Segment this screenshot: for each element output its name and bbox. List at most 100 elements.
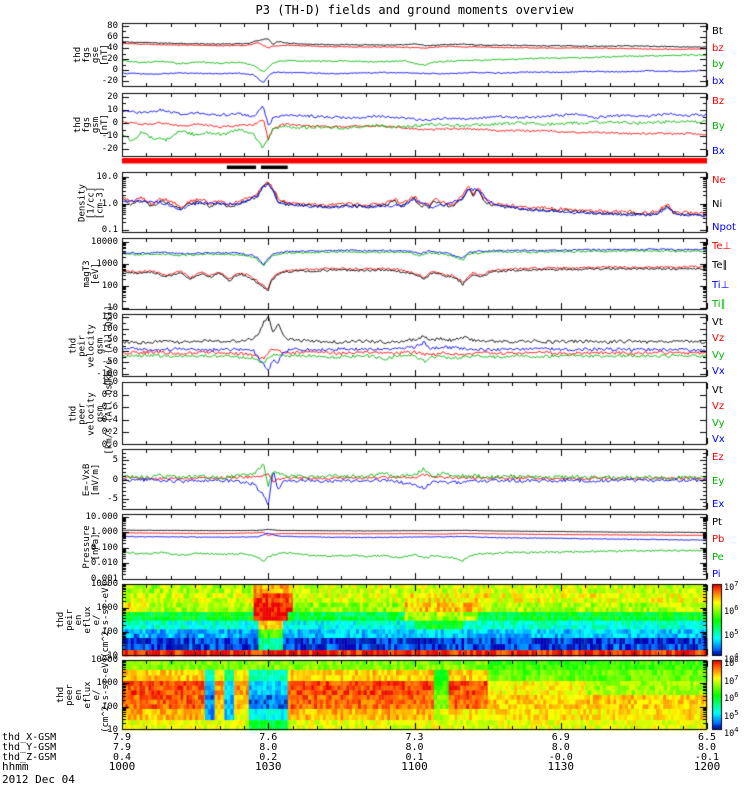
y-tick-label: 10000 (90, 655, 118, 665)
y-tick-label: 0.0 (101, 440, 118, 450)
ephemeris-value: 8.0 (551, 742, 570, 753)
y-tick-label: 1000 (96, 678, 118, 689)
legend-label: Vt (712, 385, 723, 396)
y-tick-label: 100 (101, 627, 118, 637)
legend-label: Te⊥ (712, 241, 732, 252)
y-tick-label: 10000 (90, 579, 118, 589)
y-tick-label: 80 (107, 20, 118, 31)
colorbar-tick-label: 105 (724, 708, 739, 722)
colorbar-tick-label: 106 (724, 604, 739, 617)
ephemeris-value: 6.9 (551, 732, 570, 743)
colorbar-tick-label: 104 (724, 726, 739, 739)
y-tick-label: 1.0 (101, 198, 118, 209)
ephemeris-row-label: hhmm (2, 760, 29, 773)
colorbar-tick-label: 104 (724, 652, 739, 665)
legend-label: Pb (712, 534, 725, 546)
colorbar-tick-label: 106 (724, 691, 739, 704)
legend-label: by (712, 59, 725, 71)
y-tick-label: 40 (107, 43, 118, 54)
panel-ylabel-peer-eflux: thd peer en eflux e/ (cm^2-s-sr-eV) (56, 657, 111, 733)
time-tick-label: 1100 (401, 760, 428, 773)
time-tick-label: 1000 (108, 760, 136, 773)
y-tick-label: 10 (107, 725, 118, 735)
y-tick-label: 0.2 (101, 427, 118, 438)
legend-label: Vx (712, 366, 725, 377)
y-tick-label: 20 (107, 91, 118, 102)
y-tick-label: 20 (107, 54, 118, 65)
colorbar-tick-label: 105 (724, 628, 739, 641)
legend-label: Ez (712, 452, 724, 463)
ephemeris-value: 7.9 (112, 732, 132, 743)
legend-label: bx (712, 76, 725, 87)
ephemeris-value: 7.6 (259, 732, 278, 743)
legend-label: Ti⊥ (712, 279, 730, 291)
y-tick-label: 0.6 (101, 402, 118, 413)
colorbar-tick-label: 107 (724, 673, 739, 687)
panel-ylabel-efield: E=-VxB [mV/m] (82, 463, 101, 496)
legend-label: Pi (712, 569, 721, 580)
y-tick-label: 0 (112, 346, 118, 357)
y-tick-label: 10 (107, 651, 118, 661)
y-tick-label: 10000 (90, 236, 118, 247)
legend-label: Ni (712, 198, 723, 210)
ephemeris-value: 7.3 (405, 732, 424, 743)
panel-ylabel-fgs-gse: thd fgs gse [nT] (73, 44, 110, 66)
y-tick-label: 0.010 (90, 558, 118, 569)
y-tick-label: 10.000 (85, 511, 118, 522)
legend-label: Te∥ (712, 260, 728, 272)
legend-label: By (712, 121, 725, 132)
legend-label: Bx (712, 146, 725, 157)
y-tick-label: 0.1 (101, 225, 118, 236)
y-tick-label: 0 (112, 474, 118, 485)
y-tick-label: 0 (112, 65, 118, 76)
y-tick-label: 1000 (96, 603, 118, 613)
ephemeris-value: -0.0 (548, 752, 573, 763)
legend-label: Vz (712, 333, 725, 345)
panel-ylabel-fgs-gsm: thd fgs gsm [nT] (73, 114, 110, 136)
y-tick-label: 10.0 (96, 171, 118, 182)
ephemeris-value: 0.4 (112, 752, 132, 763)
y-tick-label: 0.001 (90, 573, 118, 584)
ephemeris-value: 6.5 (697, 732, 717, 743)
colorbar-tick-label: 107 (724, 580, 739, 593)
y-tick-label: 5 (112, 455, 118, 466)
y-tick-label: -10 (101, 131, 118, 142)
legend-label: Vy (712, 417, 725, 429)
y-tick-label: 150 (101, 312, 118, 323)
y-tick-label: 10 (107, 302, 118, 313)
legend-label: Vy (712, 349, 725, 361)
legend-label: Ne (712, 175, 726, 186)
legend-label: Vz (712, 401, 725, 413)
y-tick-label: 10 (107, 104, 118, 115)
y-tick-label: -100 (96, 368, 118, 379)
panel-ylabel-peer-velocity: thd peer velocity gsm [km/s (All Qs)] (68, 372, 115, 455)
time-tick-label: 1130 (547, 760, 575, 773)
y-tick-label: 1000 (96, 258, 118, 269)
time-tick-label: 1030 (255, 760, 282, 773)
panel-ylabel-peir-eflux: thd peir en eflux e/ (cm^2-s-sr-eV) (56, 582, 111, 658)
legend-label: Ex (712, 499, 725, 510)
y-tick-label: -20 (101, 144, 118, 155)
ephemeris-value: 7.9 (112, 742, 132, 753)
legend-label: Bz (712, 96, 725, 107)
legend-label: Pt (712, 517, 722, 528)
y-tick-label: 0.100 (90, 542, 118, 553)
y-tick-label: 0.4 (101, 414, 118, 425)
y-tick-label: 1.000 (90, 527, 118, 538)
y-tick-label: 100 (101, 323, 118, 334)
y-tick-label: -5 (107, 493, 118, 504)
y-tick-label: -20 (101, 76, 118, 87)
legend-label: Npot (712, 222, 736, 233)
ephemeris-row-label: thd_X-GSM (2, 732, 57, 743)
ephemeris-value: 0.2 (259, 752, 278, 763)
y-tick-label: -50 (101, 357, 118, 368)
ephemeris-row-label: thd_Y-GSM (2, 742, 57, 753)
y-tick-label: 100 (101, 701, 118, 712)
legend-label: Ey (712, 475, 725, 487)
y-tick-label: 60 (107, 31, 118, 42)
legend-label: Vt (712, 317, 723, 328)
ephemeris-value: 8.0 (405, 742, 424, 753)
y-tick-label: 50 (107, 334, 118, 345)
